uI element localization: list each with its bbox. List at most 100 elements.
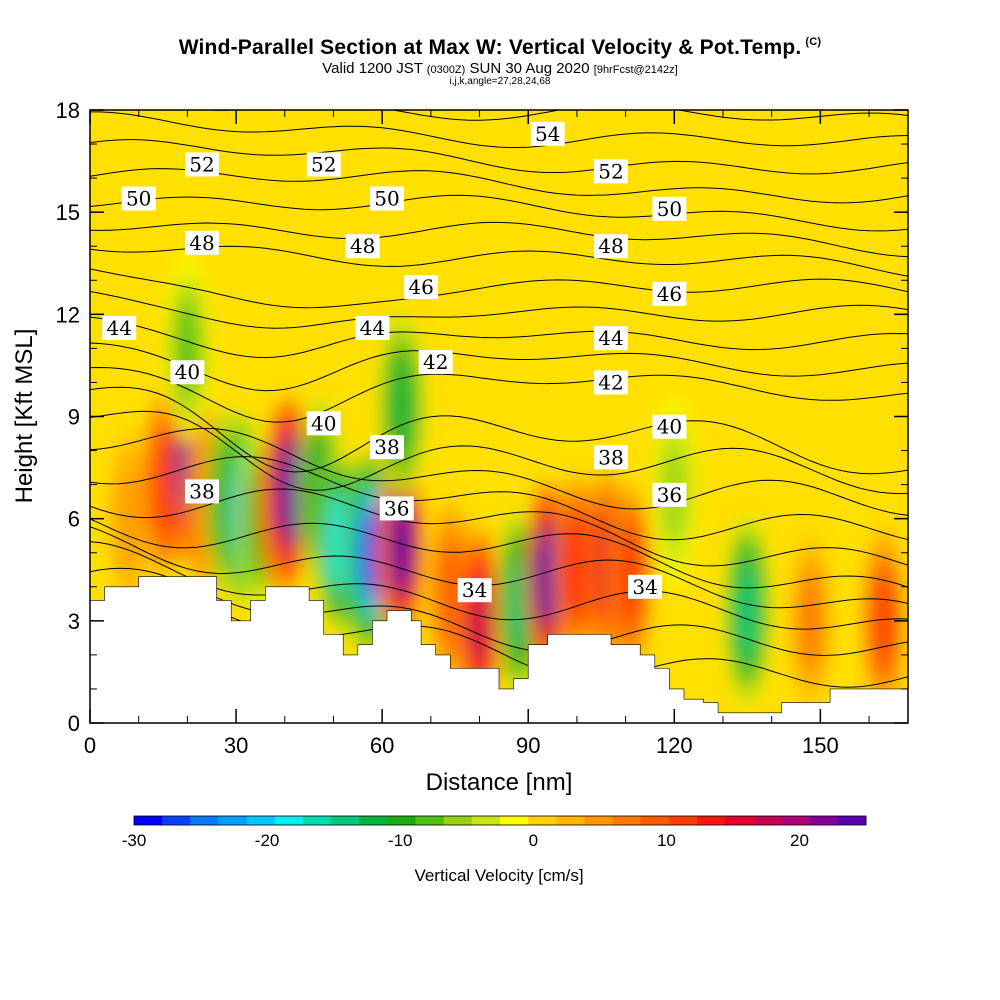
valid-prefix: Valid 1200 JST [322, 60, 423, 77]
colorbar-swatch [246, 816, 276, 825]
isentrope-label-box [628, 574, 663, 599]
colorbar-swatch [359, 816, 388, 825]
colorbar-swatch [781, 816, 811, 825]
isentrope-label-box [345, 234, 380, 259]
isentrope-label: 48 [184, 230, 219, 255]
isentrope-line [90, 342, 908, 392]
isentrope-label-text: 50 [126, 187, 151, 211]
colorbar-tick-label: 10 [657, 831, 676, 850]
isentrope-label: 38 [370, 435, 405, 460]
isentrope-line [90, 386, 908, 475]
isentrope-label-box [170, 360, 205, 385]
isentrope-label-text: 54 [535, 122, 560, 146]
isentrope-label: 52 [306, 152, 341, 177]
x-tick-label: 90 [516, 733, 540, 758]
y-tick-label: 15 [56, 200, 80, 225]
isentrope-label-box [593, 159, 628, 184]
isentrope-label: 54 [530, 121, 565, 146]
y-tick-label: 3 [68, 609, 80, 634]
isentrope-lines [90, 110, 908, 688]
velocity-cell-layer [390, 359, 414, 454]
isentrope-label-box [102, 315, 137, 340]
velocity-cell-layer [536, 529, 560, 624]
colorbar-swatch [302, 816, 332, 825]
isentrope-label-box [121, 186, 156, 211]
isentrope-label: 40 [170, 360, 205, 385]
isentrope-label: 50 [652, 196, 687, 221]
grid-indices: i,j,k,angle=27,28,24,68 [449, 76, 551, 87]
isentrope-label-text: 36 [657, 483, 682, 507]
isentrope-label-text: 38 [189, 479, 214, 503]
isentrope-label-text: 48 [189, 231, 214, 255]
colorbar-swatch [134, 816, 163, 825]
isentrope-label: 46 [404, 275, 439, 300]
colorbar-tick-label: 0 [529, 831, 538, 850]
isentrope-label: 50 [370, 186, 405, 211]
isentrope-label-text: 38 [374, 435, 399, 459]
colorbar-tick-label: -30 [122, 831, 147, 850]
isentrope-line [90, 291, 908, 329]
isentrope-label-box [593, 370, 628, 395]
isentrope-label-box [457, 578, 492, 603]
velocity-cell-layer [735, 563, 759, 658]
isentrope-label-box [370, 186, 405, 211]
isentrope-label: 40 [306, 411, 341, 436]
colorbar-swatch [500, 816, 529, 825]
colorbar-tick-label: -20 [255, 831, 280, 850]
isentrope-line [90, 221, 908, 258]
colorbar-swatch [528, 816, 557, 825]
isentrope-line [90, 541, 908, 630]
velocity-cell-layer [872, 573, 896, 668]
colorbar-swatch [331, 816, 360, 825]
isentrope-label-box [418, 350, 453, 375]
isentrope-label: 42 [418, 350, 453, 375]
isentrope-label: 40 [652, 414, 687, 439]
isentrope-label-text: 46 [408, 275, 433, 299]
colorbar-swatch [471, 816, 501, 825]
x-tick-label: 120 [656, 733, 693, 758]
isentrope-label: 44 [102, 315, 137, 340]
isentrope-label-box [593, 234, 628, 259]
isentrope-label-text: 40 [311, 411, 336, 435]
isentrope-label-text: 40 [175, 360, 200, 384]
isentrope-label: 46 [652, 281, 687, 306]
isentrope-label-text: 52 [311, 152, 336, 176]
isentrope-label: 50 [121, 186, 156, 211]
colorbar-swatch [556, 816, 585, 825]
colorbar-swatch [753, 816, 782, 825]
y-tick-label: 9 [68, 405, 80, 430]
isentrope-label-text: 48 [598, 234, 623, 258]
isentrope-label: 34 [628, 574, 663, 599]
isentrope-line [90, 488, 908, 567]
valid-time-line: Valid 1200 JST (0300Z) SUN 30 Aug 2020 [… [0, 60, 1000, 77]
y-tick-label: 0 [68, 711, 80, 736]
colorbar-swatch [697, 816, 726, 825]
isentrope-line [90, 427, 908, 516]
isentrope-label-text: 44 [106, 316, 131, 340]
colorbar-tick-label: -10 [388, 831, 413, 850]
colorbar-swatch [668, 816, 698, 825]
isentrope-line [90, 168, 908, 204]
isentrope-label: 48 [593, 234, 628, 259]
isentrope-labels: 52 52 54 52 50 50 50 48 48 48 46 46 44 44 44 40 42 42 40 40… [102, 121, 687, 603]
isentrope-label-box [530, 121, 565, 146]
y-tick-label: 12 [56, 302, 80, 327]
velocity-cell-layer [438, 546, 462, 641]
colorbar-frame [133, 815, 867, 826]
isentrope-label-box [404, 275, 439, 300]
isentrope-line [90, 194, 908, 232]
isentrope-line [90, 139, 908, 175]
isentrope-label-box [652, 196, 687, 221]
isentrope-label: 48 [345, 234, 380, 259]
colorbar-tick-label: 20 [790, 831, 809, 850]
valid-date: SUN 30 Aug 2020 [469, 60, 590, 77]
colorbar-swatch [387, 816, 416, 825]
isentrope-label-box [184, 230, 219, 255]
colorbar-swatch [274, 816, 304, 825]
chart-title-text: Wind-Parallel Section at Max W: Vertical… [178, 36, 802, 59]
terrain-mask [90, 576, 908, 723]
colorbar-swatch [190, 816, 219, 825]
isentrope-label-text: 44 [598, 326, 623, 350]
